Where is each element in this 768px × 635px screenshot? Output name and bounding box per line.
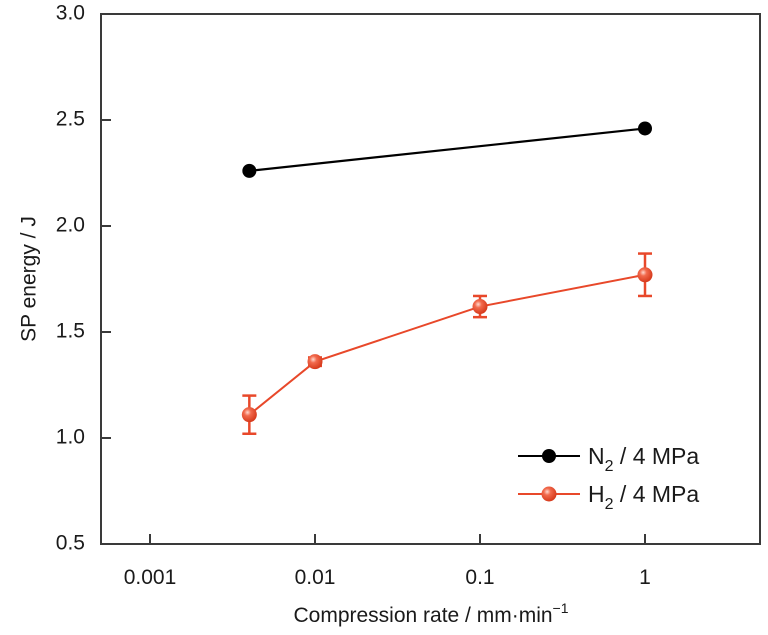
y-tick-label: 0.5: [56, 532, 85, 555]
series-h2: [241, 252, 653, 436]
legend-label: H2 / 4 MPa: [588, 481, 699, 513]
series-n2: [242, 121, 652, 178]
y-tick-label: 2.5: [56, 108, 85, 131]
data-point: [638, 121, 652, 136]
series-line: [248, 273, 646, 416]
x-axis-title-superscript: −1: [553, 600, 569, 616]
data-point: [637, 267, 653, 283]
y-tick-label: 2.0: [56, 214, 85, 237]
data-point: [241, 407, 257, 423]
x-tick-label: 0.1: [465, 566, 494, 589]
y-tick-label: 3.0: [56, 2, 85, 25]
legend-marker: [542, 449, 556, 463]
series-layer: [241, 121, 653, 436]
legend-marker: [541, 486, 557, 502]
y-axis: 0.5 1.0 1.5 2.0 2.5 3.0: [56, 2, 111, 555]
legend: N2 / 4 MPa H2 / 4 MPa: [518, 443, 699, 513]
x-axis-title: Compression rate / mm·min−1: [293, 600, 568, 627]
x-tick-label: 1: [639, 566, 651, 589]
legend-label: N2 / 4 MPa: [588, 443, 699, 475]
x-axis: 0.001 0.01 0.1 1: [124, 534, 651, 589]
x-tick-label: 0.001: [124, 566, 177, 589]
series-line: [249, 127, 646, 172]
plot-frame: [100, 13, 761, 545]
legend-item: H2 / 4 MPa: [518, 481, 699, 513]
x-axis-title-main: Compression rate / mm·min: [293, 604, 552, 627]
y-axis-title: SP energy / J: [18, 216, 41, 342]
legend-item: N2 / 4 MPa: [518, 443, 699, 475]
data-point: [242, 163, 257, 178]
x-tick-label: 0.01: [295, 566, 336, 589]
data-point: [307, 354, 323, 370]
y-tick-label: 1.5: [56, 320, 85, 343]
data-point: [472, 299, 488, 315]
y-tick-label: 1.0: [56, 426, 85, 449]
